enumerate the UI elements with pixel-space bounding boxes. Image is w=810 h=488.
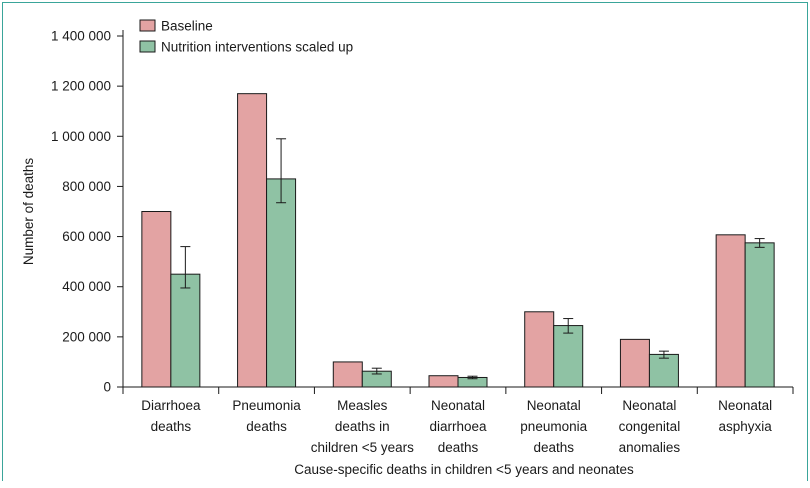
bar-baseline bbox=[332, 361, 363, 388]
x-category-label: Measles bbox=[337, 398, 388, 413]
bar-baseline bbox=[141, 211, 172, 388]
legend-label-baseline: Baseline bbox=[161, 19, 213, 34]
x-category-label: deaths bbox=[151, 419, 192, 434]
y-tick-label: 400 000 bbox=[62, 279, 111, 294]
bar-baseline bbox=[524, 311, 555, 388]
y-tick-label: 1 400 000 bbox=[51, 29, 111, 44]
y-tick-label: 600 000 bbox=[62, 229, 111, 244]
figure-frame bbox=[2, 2, 808, 481]
bar-nutrition bbox=[553, 325, 584, 388]
x-category-label: Neonatal bbox=[622, 398, 676, 413]
y-tick-label: 1 200 000 bbox=[51, 79, 111, 94]
x-category-label: Neonatal bbox=[718, 398, 772, 413]
bar-baseline bbox=[715, 234, 746, 388]
bar-baseline bbox=[237, 93, 268, 388]
x-category-label: congenital bbox=[619, 419, 681, 434]
x-category-label: diarrhoea bbox=[429, 419, 487, 434]
x-category-label: deaths bbox=[533, 440, 574, 455]
x-category-label: Neonatal bbox=[527, 398, 581, 413]
legend-swatch-nutrition bbox=[139, 40, 156, 53]
x-category-label: Diarrhoea bbox=[141, 398, 201, 413]
y-tick-label: 0 bbox=[103, 380, 111, 395]
y-axis-label: Number of deaths bbox=[21, 158, 36, 266]
x-axis-label: Cause-specific deaths in children <5 yea… bbox=[294, 462, 634, 477]
bar-nutrition bbox=[170, 273, 201, 388]
bar-nutrition bbox=[266, 178, 297, 388]
x-category-label: children <5 years bbox=[311, 440, 414, 455]
x-category-label: pneumonia bbox=[520, 419, 587, 434]
y-tick-label: 1 000 000 bbox=[51, 129, 111, 144]
x-category-label: deaths bbox=[246, 419, 287, 434]
bar-baseline bbox=[619, 338, 650, 388]
bar-nutrition bbox=[744, 242, 775, 388]
x-category-label: Neonatal bbox=[431, 398, 485, 413]
x-category-label: asphyxia bbox=[718, 419, 772, 434]
legend-label-nutrition: Nutrition interventions scaled up bbox=[161, 40, 353, 55]
x-category-label: Pneumonia bbox=[232, 398, 301, 413]
x-category-label: anomalies bbox=[619, 440, 681, 455]
x-category-label: deaths bbox=[438, 440, 479, 455]
legend-swatch-baseline bbox=[139, 19, 156, 32]
y-tick-label: 800 000 bbox=[62, 179, 111, 194]
y-tick-label: 200 000 bbox=[62, 329, 111, 344]
x-category-label: deaths in bbox=[335, 419, 390, 434]
